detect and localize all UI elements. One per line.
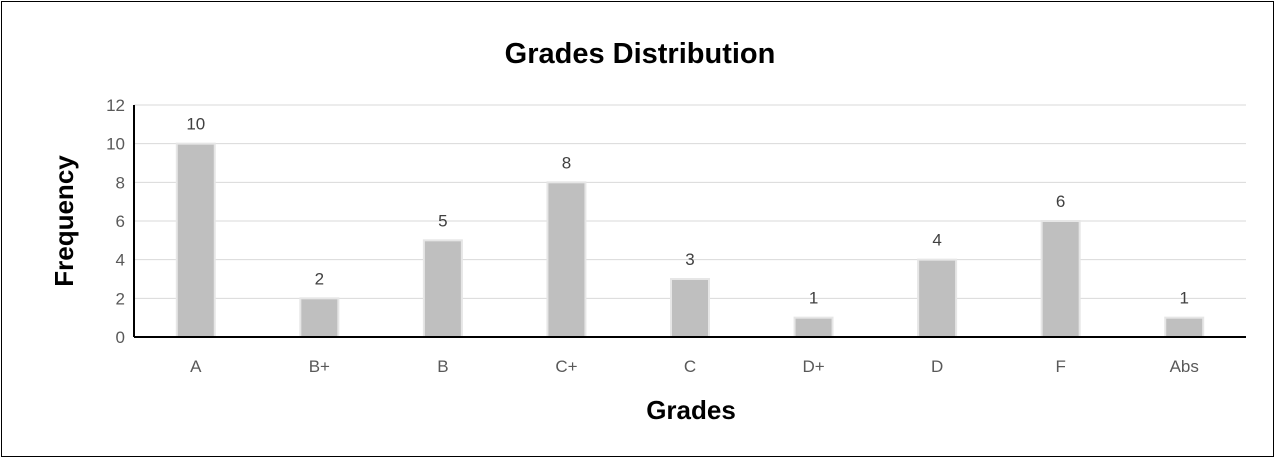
bar-b-plus: [299, 297, 340, 339]
data-label: 8: [562, 153, 571, 172]
data-label: 10: [186, 115, 205, 134]
data-label: 1: [1179, 289, 1188, 308]
y-tick-label: 4: [116, 251, 125, 270]
bar-c: [670, 278, 710, 338]
x-tick-label: Abs: [1170, 357, 1199, 376]
bar-c-plus: [546, 181, 587, 338]
y-tick-label: 8: [116, 173, 125, 192]
bar-abs: [1164, 316, 1205, 338]
y-tick-label: 10: [106, 135, 125, 154]
y-axis-title: Frequency: [49, 155, 79, 287]
y-tick-label: 0: [116, 328, 125, 347]
x-tick-label: A: [190, 357, 202, 376]
x-tick-label: D: [931, 357, 943, 376]
data-label: 5: [438, 211, 447, 230]
x-tick-label: C: [684, 357, 696, 376]
y-tick-label: 6: [116, 212, 125, 231]
data-label: 6: [1056, 192, 1065, 211]
bar-d-plus: [793, 316, 834, 338]
x-tick-label: F: [1055, 357, 1065, 376]
x-axis-title: Grades: [646, 395, 736, 425]
bars: [175, 142, 1205, 339]
chart-title: Grades Distribution: [505, 38, 776, 70]
x-tick-label: B: [437, 357, 448, 376]
bar-f: [1040, 220, 1081, 338]
bar-b: [422, 239, 463, 338]
bar-d: [917, 258, 958, 338]
bar-a: [175, 142, 216, 338]
y-tick-label: 12: [106, 96, 125, 115]
data-label: 4: [932, 231, 941, 250]
x-tick-label: C+: [555, 357, 577, 376]
x-tick-label: B+: [309, 357, 330, 376]
data-label: 1: [809, 289, 818, 308]
data-label: 2: [315, 269, 324, 288]
data-label: 3: [685, 250, 694, 269]
y-tick-label: 2: [116, 289, 125, 308]
x-tick-label: D+: [802, 357, 824, 376]
x-tick-labels: A B+ B C+ C D+ D F Abs: [190, 357, 1199, 376]
data-labels: 10 2 5 8 3 1 4 6 1: [186, 115, 1189, 308]
y-tick-labels: 0 2 4 6 8 10 12: [106, 96, 125, 347]
